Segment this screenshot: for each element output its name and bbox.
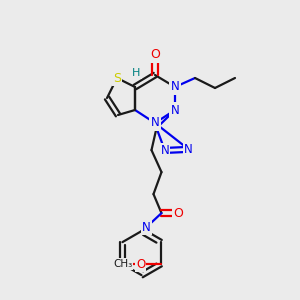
Text: CH₃: CH₃: [113, 259, 132, 269]
Text: O: O: [150, 49, 160, 62]
Text: N: N: [171, 103, 179, 116]
Text: N: N: [160, 144, 169, 157]
Text: O: O: [174, 207, 183, 220]
Text: N: N: [171, 80, 179, 94]
Text: H: H: [132, 68, 141, 78]
Text: O: O: [136, 258, 145, 271]
Text: S: S: [113, 71, 121, 85]
Text: N: N: [142, 220, 151, 234]
Text: N: N: [151, 116, 159, 130]
Text: N: N: [184, 143, 193, 156]
